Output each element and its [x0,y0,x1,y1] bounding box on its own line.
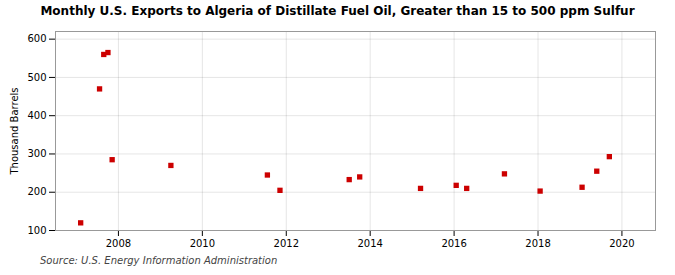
svg-text:2008: 2008 [106,238,131,249]
svg-text:200: 200 [27,186,46,197]
html-text:Source: U.S. Energy Informatio: Source: U.S. Energy Information Administ… [40,255,278,266]
html-text:Monthly U.S. Exports to Algeri: Monthly U.S. Exports to Algeria of Disti… [40,4,635,18]
svg-text:2020: 2020 [609,238,634,249]
svg-text:2018: 2018 [525,238,550,249]
svg-text:2012: 2012 [274,238,299,249]
svg-text:500: 500 [27,72,46,83]
svg-text:2016: 2016 [441,238,466,249]
svg-text:2014: 2014 [357,238,382,249]
svg-text:400: 400 [27,110,46,121]
svg-text:300: 300 [27,148,46,159]
svg-text:2010: 2010 [190,238,215,249]
svg-text:100: 100 [27,225,46,236]
svg-text:600: 600 [27,33,46,44]
svg-text:Thousand Barrels: Thousand Barrels [9,87,20,175]
